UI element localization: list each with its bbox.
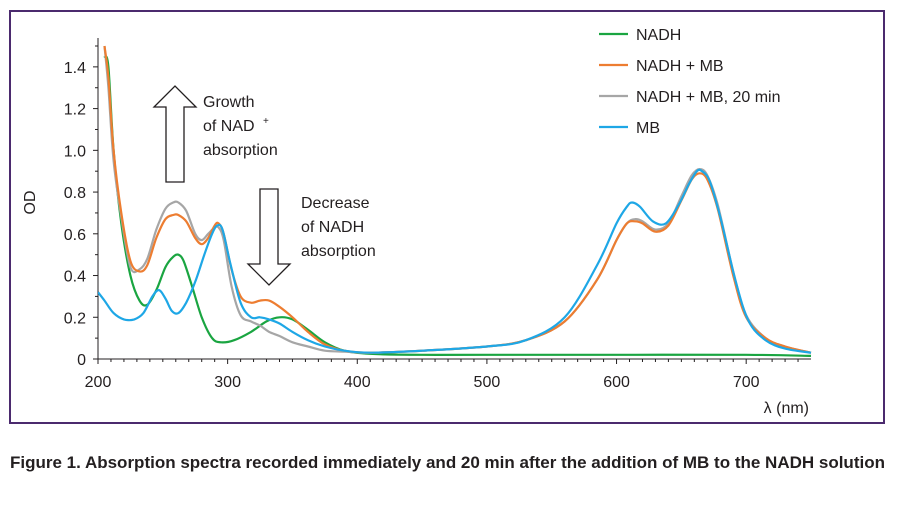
x-tick-label: 400 <box>344 374 371 391</box>
figure-caption: Figure 1. Absorption spectra recorded im… <box>10 453 885 472</box>
x-tick-label: 600 <box>603 374 630 391</box>
legend-label: NADH <box>636 27 681 44</box>
y-tick-label: 0 <box>77 352 86 369</box>
growth-arrow <box>152 85 198 183</box>
x-tick-label: 700 <box>733 374 760 391</box>
legend: NADH NADH + MB NADH + MB, 20 min MB <box>599 27 780 137</box>
decrease-annotation-line: of NADH <box>301 219 364 236</box>
y-tick-label: 1.2 <box>64 102 86 119</box>
chart-frame: 0 0.2 0.4 0.6 0.8 1.0 1.2 1.4 200 300 400 500 600 700… <box>9 10 885 424</box>
y-tick-label: 0.4 <box>64 269 86 286</box>
series-line-mb <box>98 168 812 354</box>
absorption-spectra-chart: 0 0.2 0.4 0.6 0.8 1.0 1.2 1.4 200 300 400 500 600 700… <box>22 27 812 417</box>
decrease-annotation-line: Decrease <box>301 195 370 212</box>
x-axis-label: λ (nm) <box>764 400 809 417</box>
y-tick-label: 0.6 <box>64 227 86 244</box>
legend-label: MB <box>636 120 660 137</box>
growth-annotation-line: absorption <box>203 142 278 159</box>
x-tick-label: 500 <box>474 374 501 391</box>
legend-label: NADH + MB, 20 min <box>636 89 780 106</box>
x-tick-label: 200 <box>85 374 112 391</box>
x-tick-label: 300 <box>214 374 241 391</box>
decrease-annotation-line: absorption <box>301 243 376 260</box>
annotations: Growth of NAD + absorption Decrease of NADH ab… <box>152 85 376 286</box>
series-line-nadh <box>103 55 812 357</box>
growth-annotation-superscript: + <box>263 116 269 127</box>
growth-annotation-line: Growth <box>203 94 255 111</box>
y-tick-label: 0.8 <box>64 185 86 202</box>
growth-annotation-line: of NAD <box>203 118 255 135</box>
axes: 0 0.2 0.4 0.6 0.8 1.0 1.2 1.4 200 300 400 500 600 700… <box>22 38 811 417</box>
legend-label: NADH + MB <box>636 58 724 75</box>
y-tick-label: 1.4 <box>64 60 86 77</box>
y-tick-label: 1.0 <box>64 143 86 160</box>
decrease-arrow <box>246 188 292 286</box>
series-line-nadh-mb-20-min <box>103 45 812 354</box>
y-axis-label: OD <box>22 191 39 215</box>
series-lines <box>98 45 812 357</box>
y-tick-label: 0.2 <box>64 310 86 327</box>
